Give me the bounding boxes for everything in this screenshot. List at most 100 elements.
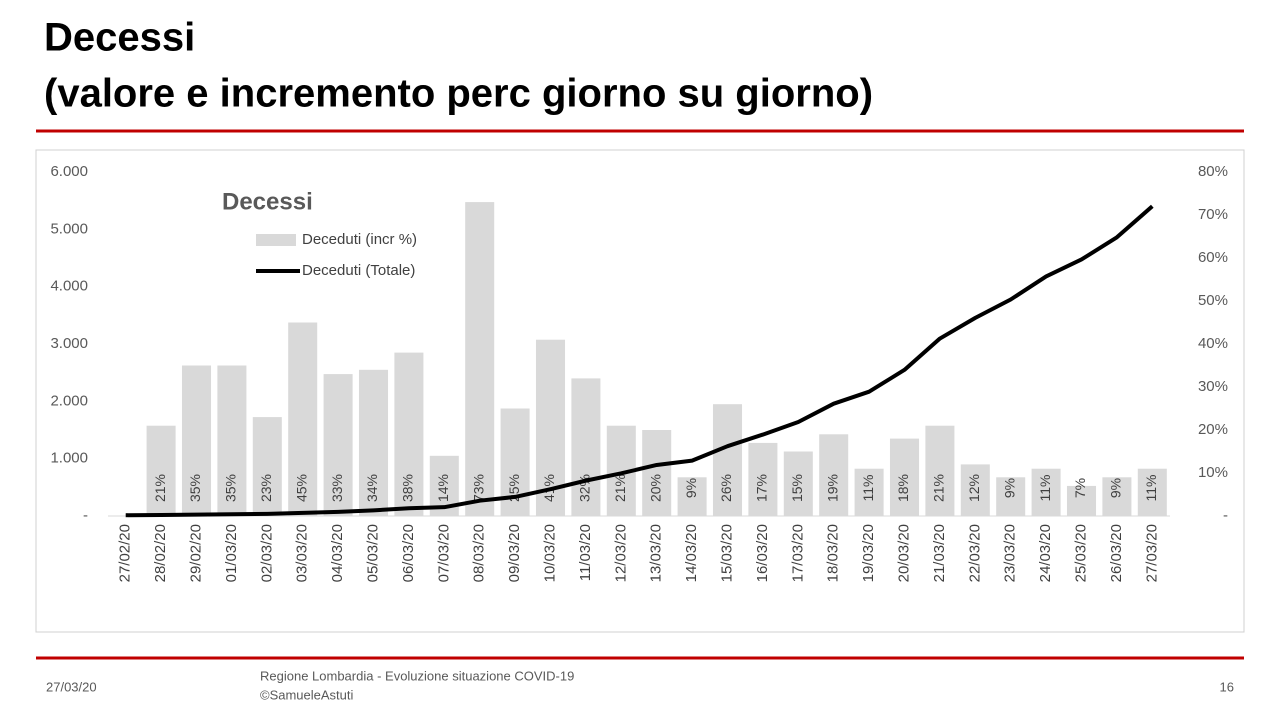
bar <box>1031 468 1061 516</box>
y2-tick-label: 50% <box>1198 292 1228 309</box>
slide-title: (valore e incremento perc giorno su gior… <box>44 72 873 116</box>
bar <box>889 438 920 516</box>
x-tick-label: 24/03/20 <box>1037 524 1054 582</box>
footer-source: Regione Lombardia - Evoluzione situazion… <box>260 668 574 683</box>
x-tick-label: 02/03/20 <box>258 524 275 582</box>
legend-label: Deceduti (Totale) <box>302 262 415 279</box>
data-label: 7% <box>1072 478 1088 498</box>
bar <box>288 322 318 516</box>
y-tick-label: 6.000 <box>50 163 88 180</box>
bar <box>358 369 389 516</box>
bar <box>748 442 778 516</box>
x-tick-label: 25/03/20 <box>1072 524 1089 582</box>
x-tick-label: 23/03/20 <box>1002 524 1019 582</box>
y2-tick-label: 80% <box>1198 163 1228 180</box>
x-tick-label: 01/03/20 <box>223 524 240 582</box>
x-tick-label: 16/03/20 <box>754 524 771 582</box>
x-tick-label: 19/03/20 <box>860 524 877 582</box>
y2-tick-label: 10% <box>1198 464 1228 481</box>
data-label: 73% <box>470 474 486 502</box>
x-tick-label: 09/03/20 <box>506 524 523 582</box>
y-tick-label: 2.000 <box>50 392 88 409</box>
data-label: 18% <box>895 474 911 502</box>
data-label: 9% <box>1108 478 1124 498</box>
y2-tick-label: - <box>1223 507 1228 524</box>
y2-tick-label: 20% <box>1198 421 1228 438</box>
data-label: 21% <box>931 474 947 502</box>
x-tick-label: 27/02/20 <box>117 524 134 582</box>
x-tick-label: 04/03/20 <box>329 524 346 582</box>
x-tick-label: 03/03/20 <box>294 524 311 582</box>
data-label: 21% <box>152 474 168 502</box>
x-tick-label: 14/03/20 <box>683 524 700 582</box>
data-label: 34% <box>364 474 380 502</box>
x-tick-label: 27/03/20 <box>1143 524 1160 582</box>
legend-label: Deceduti (incr %) <box>302 231 417 248</box>
y-tick-label: - <box>83 507 88 524</box>
y2-tick-label: 40% <box>1198 335 1228 352</box>
y2-tick-label: 70% <box>1198 206 1228 223</box>
y-tick-label: 1.000 <box>50 450 88 467</box>
data-label: 26% <box>718 474 734 502</box>
data-label: 15% <box>789 474 805 502</box>
data-label: 9% <box>683 478 699 498</box>
x-tick-label: 11/03/20 <box>577 524 594 581</box>
data-label: 9% <box>1001 478 1017 498</box>
data-label: 45% <box>293 474 309 502</box>
x-tick-label: 18/03/20 <box>825 524 842 582</box>
x-tick-label: 08/03/20 <box>471 524 488 582</box>
bar <box>217 365 247 516</box>
chart-frame <box>35 149 1245 633</box>
footer-date: 27/03/20 <box>46 679 97 694</box>
bar <box>712 404 743 516</box>
x-tick-label: 05/03/20 <box>364 524 381 582</box>
line <box>125 204 1154 518</box>
data-label: 11% <box>860 475 876 502</box>
page-number: 16 <box>1220 679 1234 694</box>
data-label: 35% <box>187 474 203 502</box>
x-tick-label: 17/03/20 <box>789 524 806 582</box>
x-tick-label: 07/03/20 <box>435 524 452 582</box>
bar <box>960 464 990 516</box>
bar <box>571 378 601 516</box>
x-tick-label: 29/02/20 <box>187 524 204 582</box>
x-tick-label: 20/03/20 <box>895 524 912 582</box>
x-tick-label: 13/03/20 <box>648 524 665 582</box>
data-label: 33% <box>329 474 345 502</box>
bar <box>252 417 282 516</box>
bar <box>146 425 176 516</box>
bar <box>677 477 707 516</box>
x-tick-label: 22/03/20 <box>966 524 983 582</box>
y-tick-label: 3.000 <box>50 335 88 352</box>
data-label: 38% <box>400 474 416 502</box>
data-label: 17% <box>754 474 770 502</box>
bar <box>1066 485 1097 516</box>
bar <box>783 451 813 516</box>
data-label: 21% <box>612 474 628 502</box>
data-label: 14% <box>435 474 451 502</box>
bar <box>1102 477 1132 516</box>
x-tick-label: 26/03/20 <box>1108 524 1125 582</box>
bar <box>819 434 849 516</box>
chart-title: Decessi <box>222 188 313 215</box>
bar <box>1137 468 1167 516</box>
footer-source: ©SamueleAstuti <box>260 687 354 702</box>
y2-tick-label: 30% <box>1198 378 1228 395</box>
y-tick-label: 5.000 <box>50 220 88 237</box>
bar <box>925 425 955 516</box>
legend-swatch <box>256 234 296 246</box>
bar <box>181 365 212 516</box>
x-tick-label: 12/03/20 <box>612 524 629 582</box>
data-label: 12% <box>966 474 982 502</box>
bar <box>996 477 1026 516</box>
x-tick-label: 21/03/20 <box>931 524 948 582</box>
bar <box>854 468 884 516</box>
y-tick-label: 4.000 <box>50 278 88 295</box>
y2-tick-label: 60% <box>1198 249 1228 266</box>
bar <box>394 352 424 516</box>
data-label: 11% <box>1143 475 1159 502</box>
data-label: 11% <box>1037 475 1053 502</box>
data-label: 23% <box>258 474 274 502</box>
